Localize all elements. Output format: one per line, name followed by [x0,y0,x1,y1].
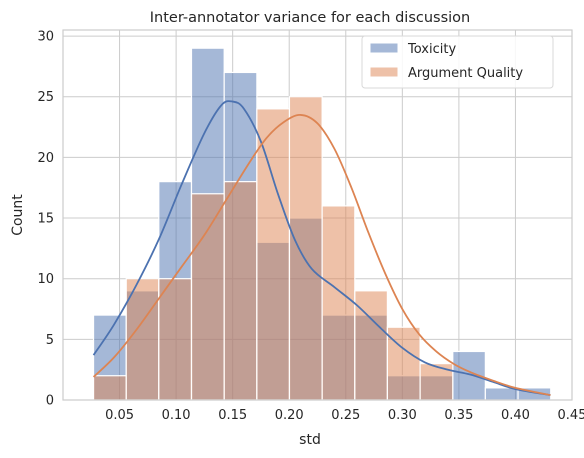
kde-line-argument-quality [92,114,551,397]
x-tick-label: 0.20 [275,408,304,423]
y-tick-label: 25 [37,90,54,105]
y-tick-label: 0 [46,394,54,409]
x-tick-label: 0.30 [388,408,417,423]
bar-argument-quality [125,278,160,401]
bar-argument-quality [288,96,323,401]
x-axis-label: std [299,432,321,448]
x-tick-label: 0.35 [444,408,473,423]
x-tick-label: 0.25 [331,408,360,423]
kde-line-toxicity [92,100,551,397]
legend-label-argument-quality: Argument Quality [408,66,523,81]
y-axis-ticks: 0 5 10 15 20 25 30 [37,30,54,409]
plot-area [62,29,573,401]
kde-curves [92,100,551,397]
legend-frame [361,35,554,89]
y-tick-label: 30 [37,30,54,45]
legend: Toxicity Argument Quality [361,35,554,89]
y-axis-label: Count [10,194,26,236]
bar-argument-quality [190,193,225,401]
x-tick-label: 0.10 [162,408,191,423]
bar-argument-quality [321,205,356,401]
x-tick-label: 0.40 [501,408,530,423]
bar-argument-quality [158,278,193,401]
bar-argument-quality [256,108,291,401]
bar-argument-quality [223,181,258,401]
y-tick-label: 15 [37,212,54,227]
bar-toxicity [484,387,519,401]
x-tick-label: 0.15 [218,408,247,423]
y-tick-label: 5 [46,333,54,348]
legend-label-toxicity: Toxicity [407,42,456,57]
x-tick-label: 0.05 [105,408,134,423]
legend-swatch-toxicity [369,42,399,54]
chart-title: Inter-annotator variance for each discus… [150,10,470,26]
plot-frame [62,29,573,401]
legend-swatch-argument-quality [369,66,399,78]
x-axis-ticks: 0.05 0.10 0.15 0.20 0.25 0.30 0.35 0.40 0.45 [105,408,584,423]
bar-argument-quality [92,375,127,401]
y-tick-label: 10 [37,272,54,287]
y-tick-label: 20 [37,151,54,166]
x-tick-label: 0.45 [558,408,584,423]
